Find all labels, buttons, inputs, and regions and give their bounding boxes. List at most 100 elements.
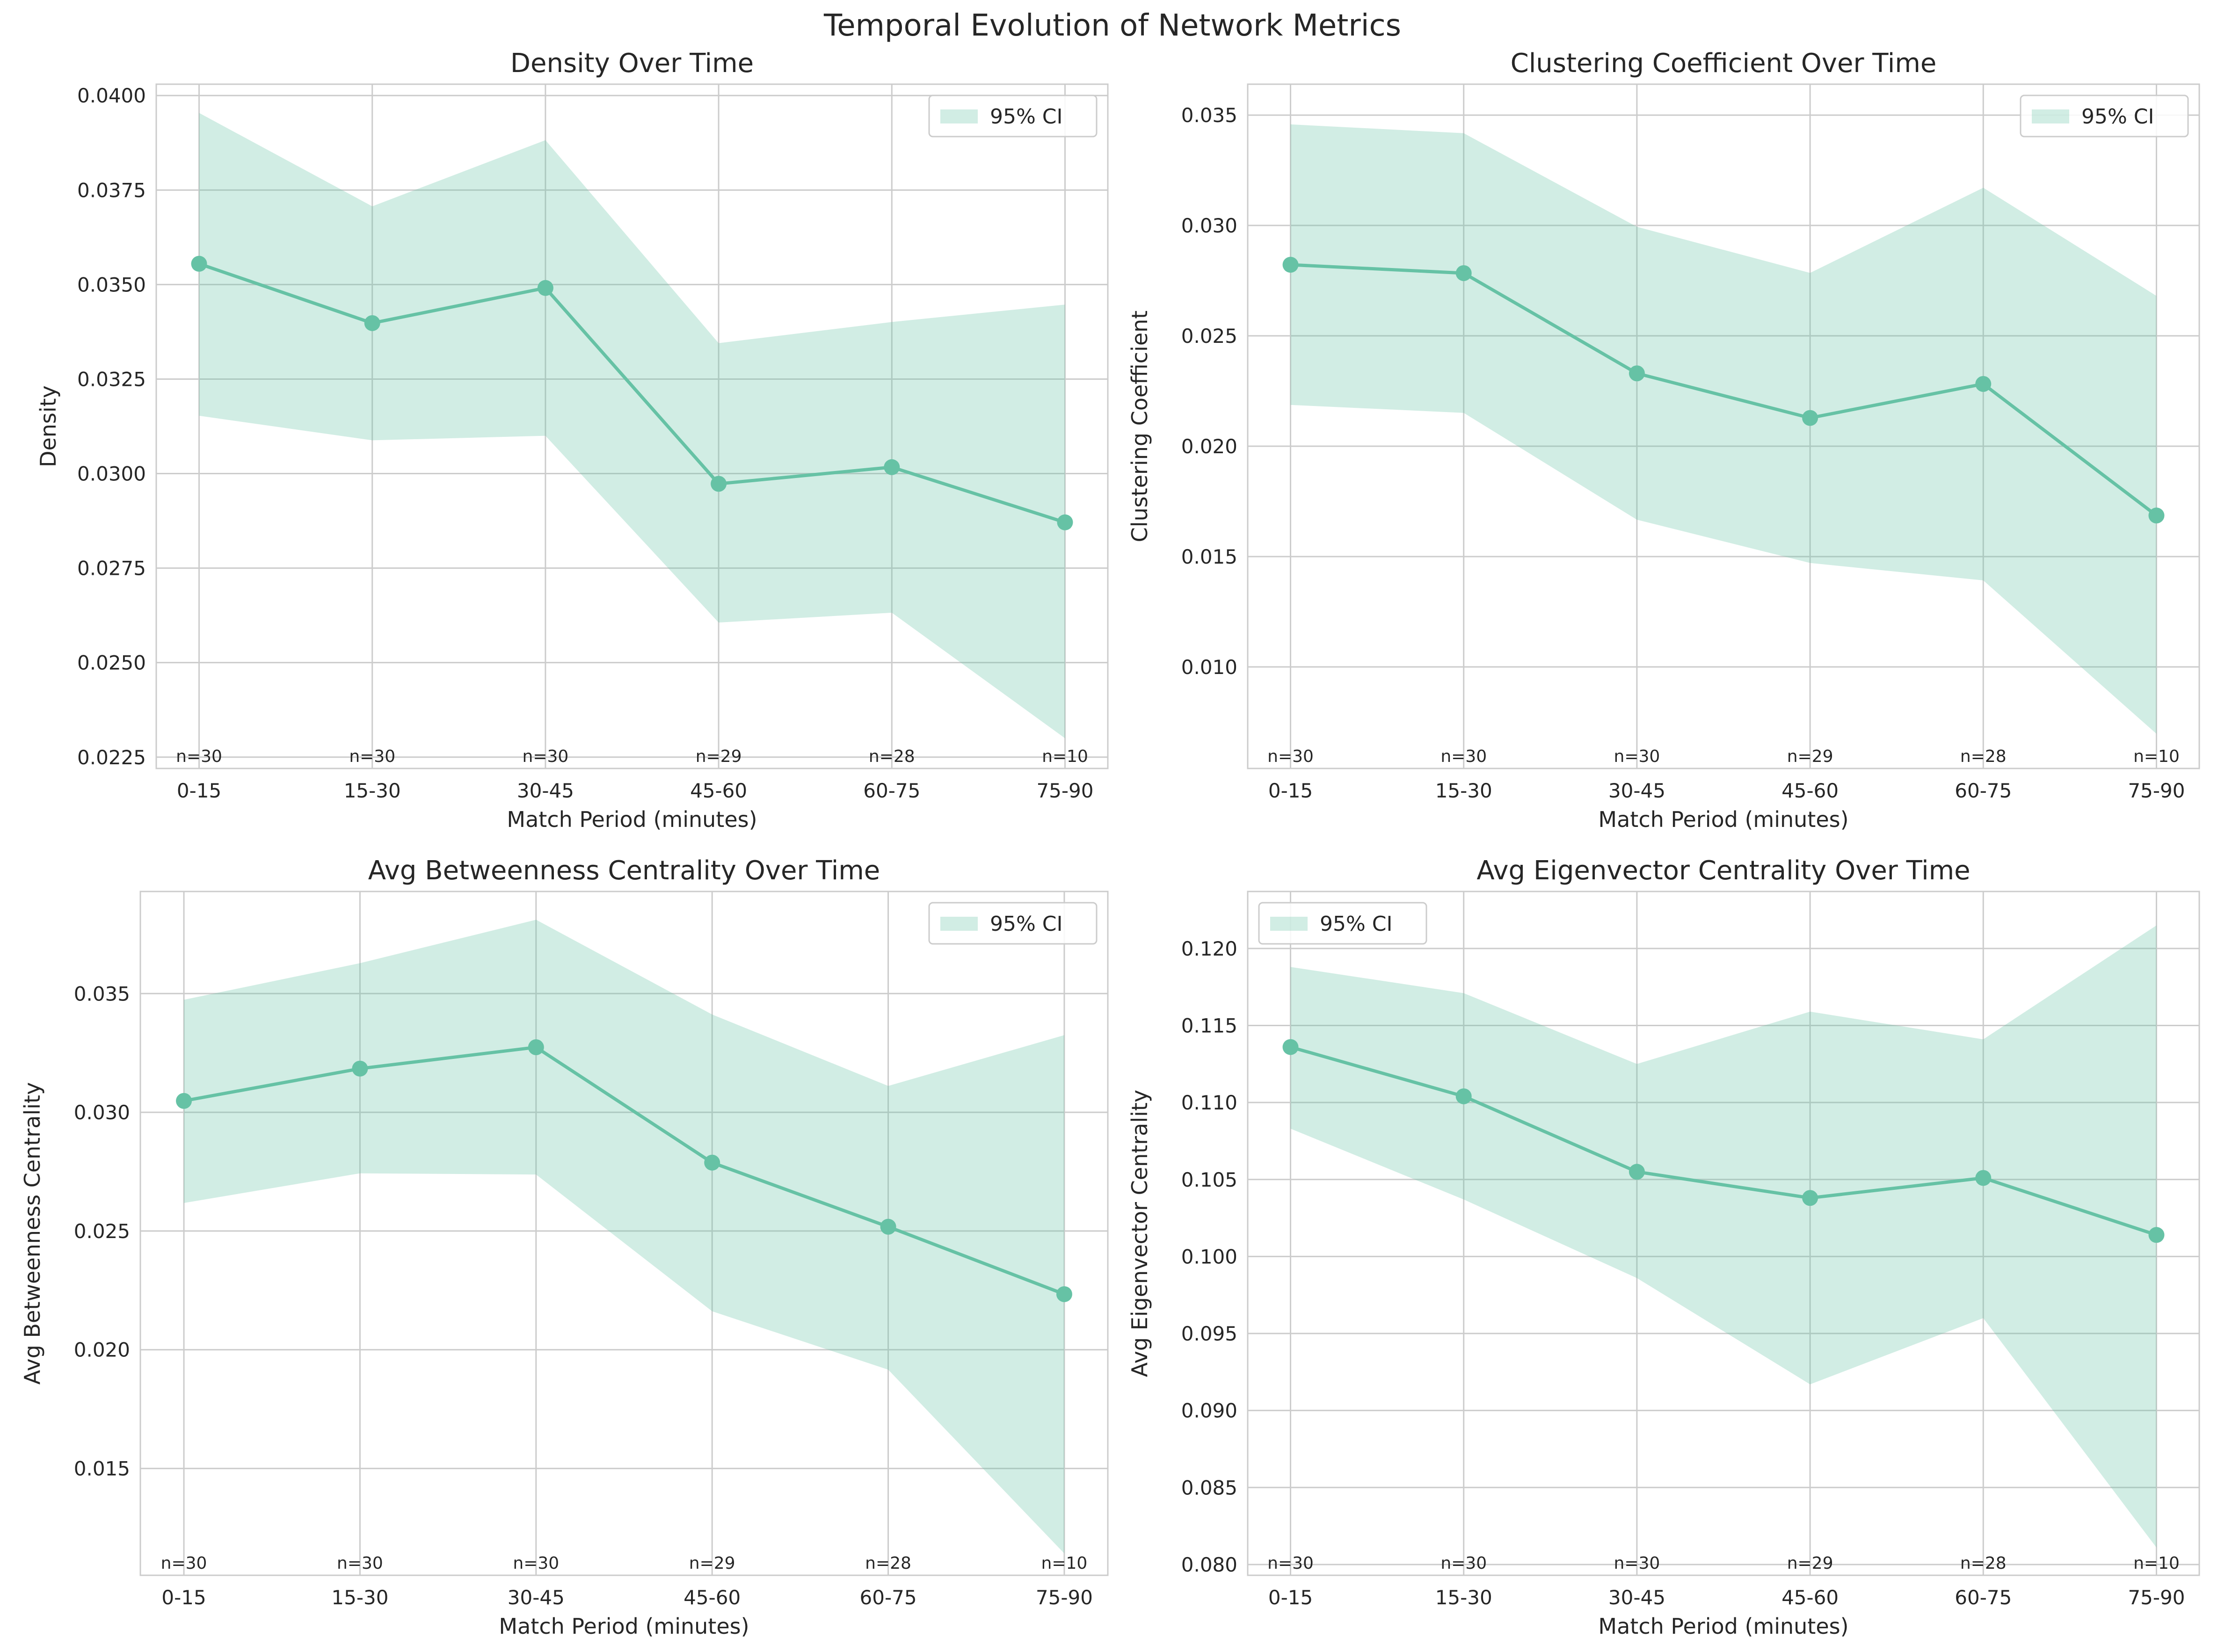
legend-label: 95% CI xyxy=(990,912,1062,936)
ci-band xyxy=(184,920,1064,1554)
legend: 95% CI xyxy=(928,94,1098,138)
y-tick-label: 0.025 xyxy=(74,1220,130,1243)
sample-size-label: n=28 xyxy=(1960,1554,2007,1573)
data-point xyxy=(1057,514,1073,530)
data-point xyxy=(1282,257,1299,273)
x-tick-label: 45-60 xyxy=(690,779,747,802)
y-tick-label: 0.035 xyxy=(74,982,130,1005)
y-tick-label: 0.0400 xyxy=(77,84,146,107)
sample-size-label: n=30 xyxy=(1267,1554,1314,1573)
sample-size-label: n=30 xyxy=(176,747,222,766)
legend-swatch xyxy=(2032,109,2069,123)
x-tick-label: 30-45 xyxy=(1608,1586,1665,1609)
sample-size-label: n=30 xyxy=(337,1554,383,1573)
panel-2: n=30 n=30 n=30 n=29 n=28 n=10 0-15 15-30 30-45 45… xyxy=(1127,48,2200,832)
sample-size-label: n=30 xyxy=(513,1554,559,1573)
data-point xyxy=(176,1093,192,1109)
series-line xyxy=(1290,1045,2157,1237)
series-line xyxy=(198,262,1066,524)
panel-title: Avg Betweenness Centrality Over Time xyxy=(368,855,880,886)
data-point xyxy=(1975,1170,1992,1186)
legend-box xyxy=(2020,94,2189,138)
y-tick-label: 0.015 xyxy=(74,1457,130,1480)
panel-title: Clustering Coefficient Over Time xyxy=(1511,48,1937,79)
y-tick-label: 0.035 xyxy=(1181,104,1237,127)
plot-area xyxy=(140,891,1108,1575)
axes-frame xyxy=(139,891,1109,1576)
series-line xyxy=(183,1045,1065,1296)
data-point xyxy=(364,315,380,331)
sample-size-label: n=29 xyxy=(689,1554,735,1573)
plot-area xyxy=(1248,891,2199,1575)
y-tick-label: 0.015 xyxy=(1181,545,1237,568)
sample-size-label: n=30 xyxy=(1440,1554,1487,1573)
y-tick-label: 0.030 xyxy=(74,1101,130,1124)
data-point xyxy=(1975,376,1992,392)
figure-title: Temporal Evolution of Network Metrics xyxy=(823,8,1401,43)
sample-size-label: n=30 xyxy=(161,1554,207,1573)
x-tick-label: 30-45 xyxy=(508,1586,565,1609)
sample-size-label: n=28 xyxy=(869,747,915,766)
sample-size-label: n=29 xyxy=(696,747,742,766)
sample-size-label: n=10 xyxy=(2133,747,2180,766)
data-point xyxy=(1629,1164,1645,1180)
y-tick-label: 0.020 xyxy=(1181,435,1237,458)
data-point xyxy=(1802,410,1818,426)
data-point xyxy=(1056,1286,1072,1302)
sample-size-label: n=10 xyxy=(1041,1554,1088,1573)
y-tick-label: 0.110 xyxy=(1181,1091,1237,1114)
sample-size-label: n=30 xyxy=(1267,747,1314,766)
sample-size-label: n=30 xyxy=(523,747,569,766)
legend-label: 95% CI xyxy=(2081,105,2154,129)
panel-3: n=30 n=30 n=30 n=29 n=28 n=10 0-15 15-30 30-45 45… xyxy=(20,855,1109,1639)
y-tick-label: 0.095 xyxy=(1181,1322,1237,1345)
x-tick-label: 15-30 xyxy=(1435,1586,1492,1609)
panel-title: Density Over Time xyxy=(510,48,754,79)
legend-swatch xyxy=(1270,917,1308,931)
legend-box xyxy=(928,94,1098,138)
y-tick-label: 0.0375 xyxy=(77,179,146,202)
sample-size-label: n=10 xyxy=(1042,747,1088,766)
sample-size-label: n=28 xyxy=(1960,747,2007,766)
panel-1: n=30 n=30 n=30 n=29 n=28 n=10 0-15 15-30 30-45 45… xyxy=(36,48,1109,832)
x-tick-label: 0-15 xyxy=(177,779,221,802)
legend-box xyxy=(1258,902,1427,945)
x-tick-label: 45-60 xyxy=(683,1586,741,1609)
x-tick-label: 60-75 xyxy=(863,779,920,802)
y-tick-label: 0.115 xyxy=(1181,1014,1237,1037)
x-tick-label: 75-90 xyxy=(2128,1586,2185,1609)
sample-size-label: n=30 xyxy=(1614,747,1660,766)
ci-band xyxy=(1290,925,2157,1548)
y-tick-label: 0.0300 xyxy=(77,463,146,485)
data-point xyxy=(884,459,900,475)
x-tick-label: 45-60 xyxy=(1781,1586,1839,1609)
y-tick-label: 0.090 xyxy=(1181,1399,1237,1422)
legend: 95% CI xyxy=(928,902,1098,945)
y-tick-label: 0.030 xyxy=(1181,214,1237,237)
y-tick-label: 0.120 xyxy=(1181,937,1237,960)
data-point xyxy=(711,476,727,492)
x-tick-label: 0-15 xyxy=(1268,1586,1313,1609)
legend: 95% CI xyxy=(1258,902,1427,945)
x-tick-label: 30-45 xyxy=(1608,779,1665,802)
x-axis-label: Match Period (minutes) xyxy=(1598,1614,1848,1639)
data-point xyxy=(2148,1227,2165,1243)
y-tick-label: 0.0350 xyxy=(77,273,146,296)
x-tick-label: 0-15 xyxy=(161,1586,206,1609)
sample-size-label: n=29 xyxy=(1787,1554,1833,1573)
panel-4: n=30 n=30 n=30 n=29 n=28 n=10 0-15 15-30 30-45 45… xyxy=(1127,855,2200,1639)
x-tick-label: 60-75 xyxy=(1955,1586,2012,1609)
x-axis-label: Match Period (minutes) xyxy=(1598,807,1848,832)
x-tick-label: 60-75 xyxy=(1955,779,2012,802)
sample-size-label: n=29 xyxy=(1787,747,1833,766)
legend-label: 95% CI xyxy=(1320,912,1392,936)
x-tick-label: 30-45 xyxy=(517,779,574,802)
y-tick-label: 0.010 xyxy=(1181,656,1237,679)
x-tick-label: 15-30 xyxy=(331,1586,388,1609)
y-tick-label: 0.0275 xyxy=(77,557,146,580)
y-tick-label: 0.025 xyxy=(1181,325,1237,348)
legend-label: 95% CI xyxy=(990,105,1062,129)
data-point xyxy=(528,1039,544,1056)
series-line xyxy=(1290,263,2158,517)
data-point xyxy=(1455,1088,1472,1104)
